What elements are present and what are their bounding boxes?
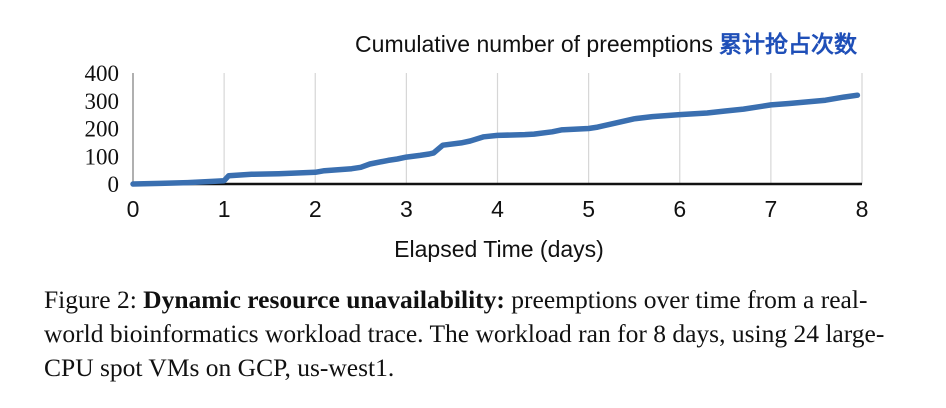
series-line-0 — [130, 92, 861, 187]
x-tick-label: 7 — [764, 196, 777, 222]
y-tick-label: 100 — [85, 144, 120, 169]
x-tick-labels: 0 1 2 3 4 5 6 7 8 — [127, 196, 869, 222]
caption-bold: Dynamic resource unavailability: — [143, 285, 505, 314]
x-tick-label: 4 — [491, 196, 504, 222]
x-tick-label: 1 — [218, 196, 231, 222]
x-axis-label: Elapsed Time (days) — [394, 236, 604, 262]
y-tick-label: 200 — [85, 117, 120, 142]
caption-text: preemptions over time from a real-world … — [44, 285, 885, 382]
x-tick-label: 2 — [309, 196, 322, 222]
x-tick-label: 8 — [856, 196, 869, 222]
chart: Cumulative number of preemptions 累计抢占次数 … — [85, 31, 869, 262]
series-lines — [130, 92, 861, 187]
chart-title-annotation: 累计抢占次数 — [719, 31, 858, 58]
x-tick-label: 0 — [127, 196, 140, 222]
caption-prefix: Figure 2: — [44, 285, 144, 314]
x-tick-label: 6 — [673, 196, 686, 222]
grid-lines — [132, 73, 863, 184]
x-tick-label: 5 — [582, 196, 595, 222]
axes — [132, 73, 862, 186]
x-tick-label: 3 — [400, 196, 413, 222]
y-tick-label: 400 — [85, 61, 120, 86]
y-tick-label: 300 — [85, 89, 120, 114]
chart-title: Cumulative number of preemptions — [355, 31, 713, 57]
y-tick-label: 0 — [108, 172, 120, 197]
figure-caption: Figure 2: Dynamic resource unavailabilit… — [44, 283, 924, 385]
